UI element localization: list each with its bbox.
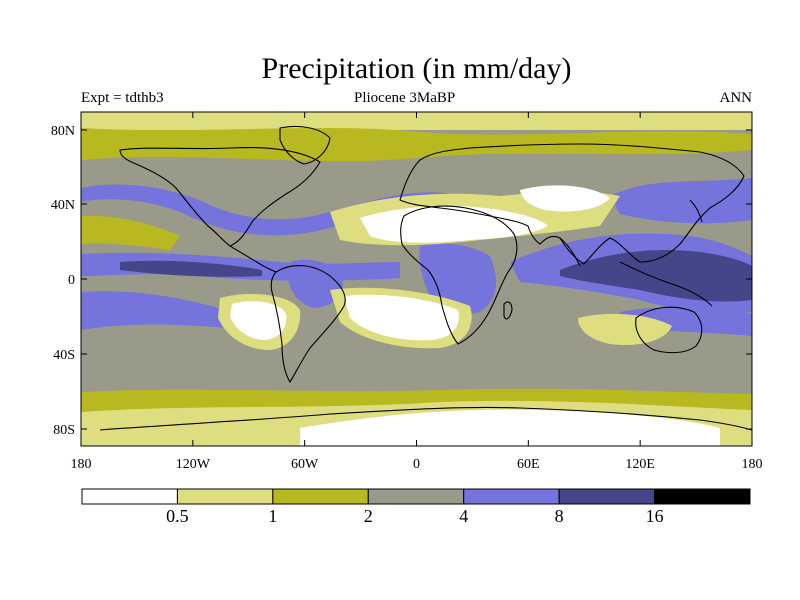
season-label: ANN [719, 90, 753, 106]
colorbar-label: 16 [646, 506, 664, 526]
colorbar-label: 2 [364, 506, 373, 526]
lat-label: 40N [51, 198, 75, 213]
lon-label: 60E [517, 457, 540, 472]
colorbar-label: 0.5 [166, 506, 189, 526]
lon-label: 120E [625, 457, 655, 472]
field-arctic-olive [81, 128, 752, 162]
coast-greenland [279, 125, 331, 165]
coast-north-america [119, 146, 321, 247]
colorbar-swatch [558, 488, 656, 505]
coast-south-america [270, 265, 346, 383]
lon-label: 180 [742, 457, 763, 472]
coast-australia [635, 306, 703, 354]
lat-label: 80S [53, 423, 75, 438]
map-title: Precipitation (in mm/day) [261, 52, 572, 85]
colorbar-label: 4 [459, 506, 468, 526]
experiment-label: Expt = tdthb3 [81, 90, 164, 106]
lon-label: 0 [413, 457, 420, 472]
field-south-pacific-convergence [81, 291, 230, 330]
coastlines [99, 125, 753, 431]
field-nw-pacific-storm-track [610, 178, 752, 224]
field-antarctic-dry [300, 409, 720, 446]
field-sahara-dry [360, 205, 548, 243]
field-arctic-light [81, 112, 752, 130]
coast-eurasia [399, 143, 745, 265]
lat-label: 0 [68, 273, 75, 288]
colorbar-swatch [654, 488, 751, 505]
field-indian-ocean-dry [578, 313, 672, 346]
coast-japan [689, 199, 703, 223]
coast-central-america [229, 245, 277, 273]
colorbar-swatch [176, 488, 274, 505]
field-north-pacific-storm-track [81, 184, 470, 236]
field-ne-pacific-olive [81, 215, 180, 250]
colorbar-swatch [272, 488, 369, 505]
lon-label: 180 [71, 457, 92, 472]
field-itcz-core [120, 260, 262, 277]
field-middle-east-dry [520, 185, 610, 212]
precipitation-field [81, 112, 752, 446]
lon-label: 120W [176, 457, 211, 472]
lon-label: 60W [291, 457, 319, 472]
lat-label: 80N [51, 124, 75, 139]
colorbar-swatch [367, 488, 465, 505]
period-label: Pliocene 3MaBP [354, 90, 456, 106]
colorbar: 0.5 1 2 4 8 16 [81, 488, 751, 526]
colorbar-swatch [463, 488, 560, 505]
coast-africa [400, 205, 518, 345]
field-warm-pool-core [560, 250, 752, 302]
coast-antarctica [99, 406, 753, 431]
colorbar-label: 1 [268, 506, 277, 526]
field-south-atlantic-dry [344, 294, 459, 341]
map-axes: 80N 40N 0 40S 80S 180 120W 60W 0 60E 120E 180 [51, 112, 763, 472]
field-amazon-wet [288, 259, 343, 308]
colorbar-label: 8 [555, 506, 564, 526]
field-se-pacific-dry [230, 301, 287, 340]
lat-label: 40S [53, 348, 75, 363]
coast-madagascar [503, 301, 513, 320]
coast-india [559, 237, 581, 267]
coast-indonesia [619, 261, 713, 307]
colorbar-swatch [81, 488, 178, 505]
